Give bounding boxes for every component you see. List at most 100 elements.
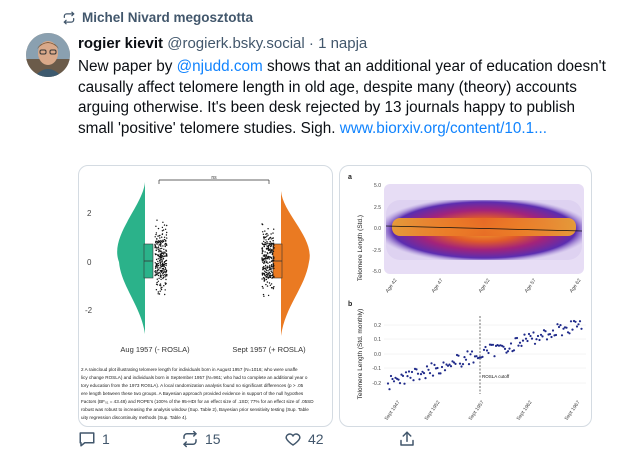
repost-button[interactable]: 15 (181, 430, 221, 448)
jitter-point (273, 248, 275, 250)
scatter-point (403, 382, 406, 385)
jitter-point (166, 244, 168, 246)
jitter-point (162, 221, 164, 223)
jitter-point (159, 257, 161, 259)
b-xtick-1962: Sept 1962 (516, 400, 534, 422)
b-xtick-1967: Sept 1967 (564, 400, 582, 422)
jitter-point (262, 272, 264, 275)
share-button[interactable] (398, 430, 416, 448)
jitter-point (162, 245, 164, 247)
jitter-point (266, 267, 269, 269)
jitter-point (261, 251, 264, 253)
mention-link[interactable]: @njudd.com (176, 58, 263, 75)
jitter-point (265, 283, 267, 286)
group-label-aug: Aug 1957 (- ROSLA) (120, 345, 190, 354)
jitter-point (159, 248, 161, 250)
jitter-point (266, 241, 268, 243)
jitter-point (157, 254, 159, 256)
jitter-point (261, 223, 264, 226)
scatter-point (457, 354, 460, 357)
jitter-point (158, 244, 160, 246)
a-ytick-neg2.5: -2.5 (372, 248, 381, 254)
jitter-point (273, 244, 275, 246)
author-name[interactable]: rogier kievit (78, 35, 164, 52)
jitter-point (272, 260, 275, 262)
image-raincloud-plot[interactable]: ns 2 0 -2 Aug 1957 (- ROSLA) Sept 1957 (… (78, 165, 333, 427)
jitter-point (263, 279, 265, 281)
scatter-point (482, 348, 486, 351)
jitter-point (270, 270, 272, 273)
jitter-point (157, 227, 160, 230)
jitter-point (157, 264, 160, 267)
post-time[interactable]: 1 napja (318, 35, 368, 52)
jitter-point (271, 259, 273, 261)
jitter-point (163, 262, 165, 264)
scatter-point (416, 372, 420, 375)
jitter-point (162, 274, 164, 277)
scatter-point (505, 351, 508, 354)
scatter-point (508, 347, 511, 350)
jitter-point (154, 274, 156, 277)
jitter-point (162, 267, 165, 270)
jitter-point (271, 242, 273, 245)
image-telomere-panels[interactable]: a Telomere Length (Std.) 5.0 2.5 0.0 -2.… (339, 165, 592, 427)
scatter-point (386, 382, 390, 385)
like-button[interactable]: 42 (284, 430, 324, 448)
jitter-point (162, 229, 165, 231)
scatter-point (487, 351, 490, 355)
jitter-point (157, 258, 159, 260)
jitter-point (164, 245, 166, 247)
jitter-point (273, 267, 275, 270)
jitter-point (265, 258, 267, 260)
jitter-point (269, 251, 272, 253)
jitter-point (267, 238, 270, 241)
scatter-point (524, 337, 528, 340)
jitter-point (271, 264, 273, 266)
post-media: ns 2 0 -2 Aug 1957 (- ROSLA) Sept 1957 (… (78, 165, 592, 427)
jitter-point (267, 228, 269, 230)
external-link[interactable]: www.biorxiv.org/content/10.1... (339, 119, 547, 137)
jitter-point (163, 285, 165, 287)
jitter-point (155, 225, 157, 227)
jitter-point (265, 271, 267, 273)
scatter-point (548, 333, 552, 336)
jitter-point (272, 264, 275, 266)
jitter-point (162, 240, 164, 243)
caption-line-4: ere length between these two groups. A B… (81, 391, 304, 396)
scatter-point (460, 365, 463, 368)
jitter-point (266, 274, 268, 277)
jitter-point (154, 247, 156, 249)
jitter-point (154, 253, 156, 255)
reply-button[interactable]: 1 (78, 430, 110, 448)
jitter-point (165, 269, 168, 272)
jitter-point (269, 237, 271, 239)
scatter-point (427, 368, 430, 371)
separator: · (308, 35, 314, 52)
scatter-point (535, 338, 538, 341)
scatter-point (415, 368, 418, 371)
jitter-point (164, 263, 167, 265)
jitter-point (157, 291, 159, 293)
author-handle[interactable]: @rogierk.bsky.social (167, 35, 305, 52)
panel-a-density-core (392, 218, 576, 236)
jitter-point (262, 287, 264, 289)
jitter-point (268, 273, 270, 275)
repost-indicator[interactable]: Michel Nivard megosztotta (62, 10, 253, 25)
scatter-point (569, 320, 573, 323)
jitter-point (165, 234, 168, 236)
avatar[interactable] (26, 33, 70, 77)
jitter-point (159, 259, 161, 262)
jitter-point (164, 252, 166, 254)
jitter-point (157, 247, 159, 249)
jitter-point (263, 265, 265, 268)
scatter-point (515, 336, 519, 340)
jitter-point (262, 261, 264, 263)
jitter-point (158, 251, 160, 253)
jitter-point (267, 273, 269, 275)
scatter-point (431, 374, 435, 377)
a-xtick-47: Age 47 (431, 278, 445, 295)
jitter-point (154, 245, 156, 247)
jitter-point (163, 261, 166, 263)
jitter-point (156, 274, 158, 276)
jitter-point (160, 251, 162, 253)
